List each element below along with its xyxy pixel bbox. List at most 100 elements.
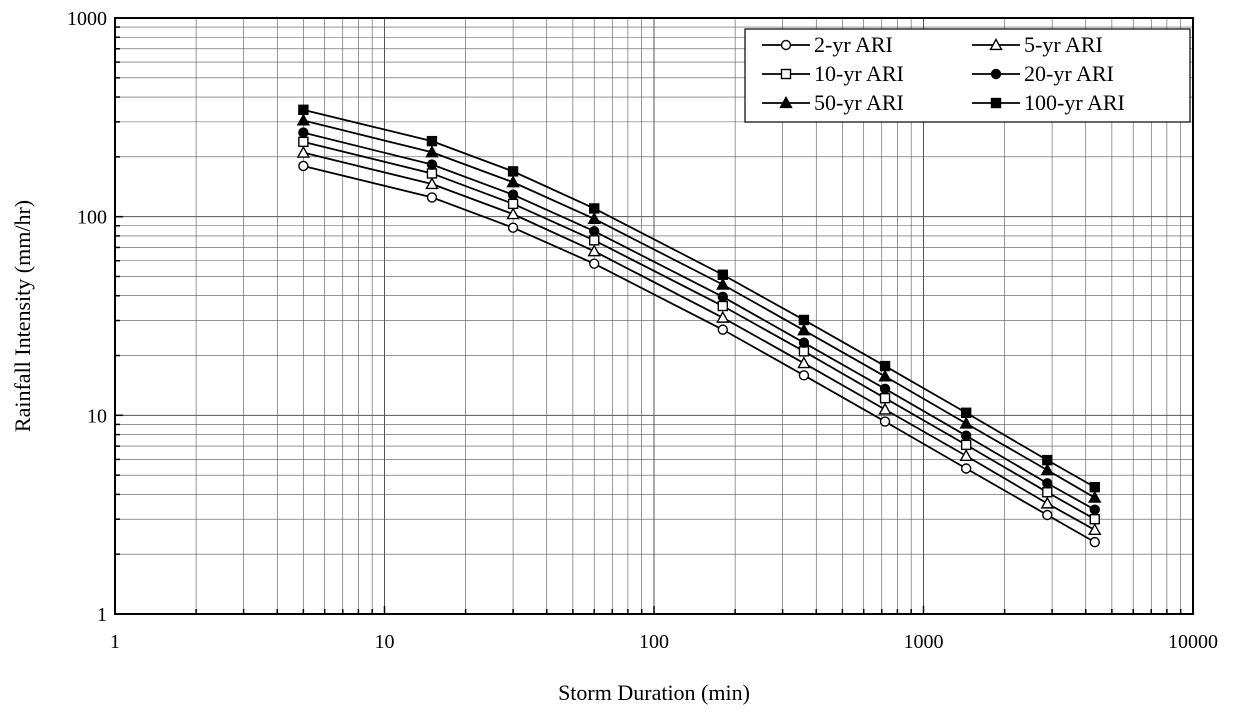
legend-label: 100-yr ARI [1024, 90, 1125, 115]
data-point [507, 222, 519, 233]
data-point [797, 356, 811, 369]
series-line [303, 119, 1096, 499]
legend-item: 100-yr ARI [972, 90, 1125, 115]
data-point [425, 177, 439, 190]
data-point [1089, 536, 1100, 548]
x-tick-label: 10 [375, 631, 395, 653]
data-point [426, 192, 438, 203]
series-line [303, 108, 1096, 488]
data-point [425, 145, 439, 158]
data-point [879, 392, 891, 404]
data-point [960, 439, 972, 451]
series-50-yr-ari [296, 113, 1102, 503]
data-point [1088, 522, 1102, 536]
data-point [798, 346, 810, 357]
series-line [303, 140, 1096, 520]
y-tick-label: 100 [77, 207, 107, 229]
x-tick-label: 1 [110, 631, 120, 653]
data-point [960, 407, 972, 418]
data-point [960, 430, 972, 441]
data-point [298, 127, 309, 138]
data-point [959, 416, 973, 429]
data-point [716, 277, 730, 290]
grid-lines [115, 18, 1193, 614]
axis-ticks: 1 10 100 1000 10000 1 10 100 1000 [67, 8, 1218, 653]
series-layer [296, 104, 1102, 548]
data-point [797, 323, 811, 336]
data-point [879, 416, 891, 427]
data-point [717, 269, 728, 280]
y-tick-label: 1 [97, 604, 107, 626]
data-point [779, 96, 793, 109]
data-point [1042, 487, 1053, 498]
data-point [298, 160, 309, 172]
data-point [506, 207, 520, 220]
data-point [798, 370, 810, 381]
data-point [506, 175, 520, 188]
x-tick-label: 10000 [1168, 631, 1218, 653]
data-point [798, 337, 810, 348]
series-line [303, 151, 1096, 531]
series-5-yr-ari [296, 145, 1102, 536]
data-point [1088, 490, 1102, 503]
data-point [426, 159, 438, 170]
data-point [717, 300, 728, 312]
legend-label: 2-yr ARI [814, 32, 893, 57]
data-point [878, 402, 892, 415]
data-point [507, 166, 519, 177]
data-point [589, 225, 600, 237]
x-tick-label: 100 [639, 631, 669, 653]
data-point [780, 68, 792, 80]
legend-item: 5-yr ARI [972, 32, 1103, 57]
data-point [879, 383, 891, 395]
legend-item: 50-yr ARI [762, 90, 904, 115]
x-axis-label: Storm Duration (min) [558, 680, 750, 705]
data-point [298, 104, 309, 116]
series-line [303, 165, 1096, 543]
data-point [990, 97, 1002, 109]
data-point [298, 136, 309, 148]
data-point [587, 211, 601, 224]
data-point [960, 463, 972, 474]
data-point [589, 235, 600, 246]
data-point [1040, 463, 1054, 476]
legend-label: 5-yr ARI [1024, 32, 1103, 57]
y-axis-label: Rainfall Intensity (mm/hr) [10, 200, 35, 432]
legend-label: 10-yr ARI [814, 61, 904, 86]
data-point [717, 291, 728, 303]
legend-item: 20-yr ARI [972, 61, 1114, 86]
data-point [507, 198, 519, 210]
data-point [989, 38, 1003, 51]
data-point [780, 39, 792, 51]
data-point [1089, 514, 1100, 525]
series-2-yr-ari [298, 160, 1100, 548]
series-10-yr-ari [298, 136, 1100, 525]
data-point [879, 360, 891, 372]
legend-item: 2-yr ARI [762, 32, 893, 57]
series-100-yr-ari [298, 104, 1100, 493]
data-point [878, 369, 892, 382]
data-point [507, 189, 519, 200]
data-point [589, 258, 600, 269]
data-point [296, 145, 311, 158]
data-point [717, 324, 728, 335]
legend-item: 10-yr ARI [762, 61, 904, 86]
data-point [1089, 481, 1100, 493]
legend: 2-yr ARI 5-yr ARI 10-yr ARI 20-yr ARI 50-yr … [744, 28, 1191, 123]
data-point [1040, 496, 1054, 509]
data-point [1089, 504, 1100, 515]
data-point [990, 68, 1002, 80]
data-point [959, 448, 973, 461]
data-point [1042, 454, 1053, 466]
data-point [587, 244, 601, 257]
data-point [589, 203, 600, 214]
y-tick-label: 10 [87, 405, 107, 427]
y-tick-label: 1000 [67, 8, 107, 30]
legend-label: 50-yr ARI [814, 90, 904, 115]
data-point [1042, 509, 1053, 521]
data-point [798, 314, 810, 326]
data-point [296, 113, 311, 126]
series-20-yr-ari [298, 127, 1100, 515]
legend-box [744, 28, 1191, 123]
